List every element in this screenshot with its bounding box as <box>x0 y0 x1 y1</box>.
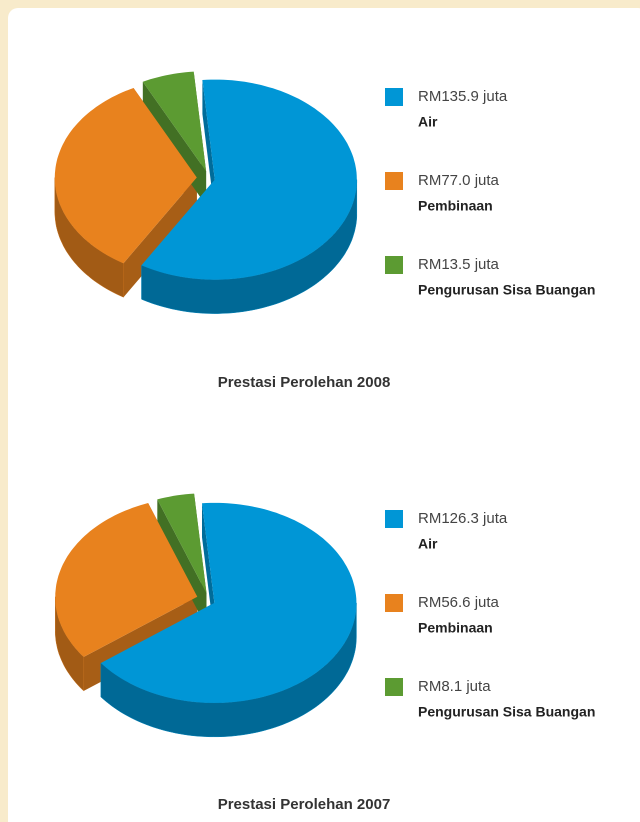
legend-swatch <box>385 172 403 190</box>
slice <box>157 493 207 594</box>
slice <box>55 503 198 657</box>
legend-swatch <box>385 256 403 274</box>
legend-label: Pengurusan Sisa Buangan <box>418 282 595 298</box>
legend-swatch <box>385 88 403 106</box>
legend-label: Air <box>418 536 438 552</box>
slice-side <box>202 80 215 214</box>
chart-title: Prestasi Perolehan 2007 <box>218 796 391 813</box>
slice <box>141 79 357 280</box>
slice-wall <box>54 177 124 298</box>
legend-value: RM126.3 juta <box>418 510 508 527</box>
legend-value: RM56.6 juta <box>418 594 500 611</box>
legend-label: Pembinaan <box>418 198 493 214</box>
legend-label: Air <box>418 114 438 130</box>
legend-label: Pengurusan Sisa Buangan <box>418 704 595 720</box>
slice <box>142 71 207 172</box>
legend-label: Pembinaan <box>418 620 493 636</box>
legend-swatch <box>385 678 403 696</box>
legend-swatch <box>385 594 403 612</box>
slice <box>54 88 197 264</box>
chart-title: Prestasi Perolehan 2008 <box>218 374 391 391</box>
legend-value: RM77.0 juta <box>418 172 500 189</box>
legend-value: RM8.1 juta <box>418 678 491 695</box>
legend-value: RM13.5 juta <box>418 256 500 273</box>
slice-side <box>202 503 215 637</box>
slice <box>100 502 357 703</box>
legend-value: RM135.9 juta <box>418 88 508 105</box>
slice-wall <box>141 179 358 314</box>
legend-swatch <box>385 510 403 528</box>
